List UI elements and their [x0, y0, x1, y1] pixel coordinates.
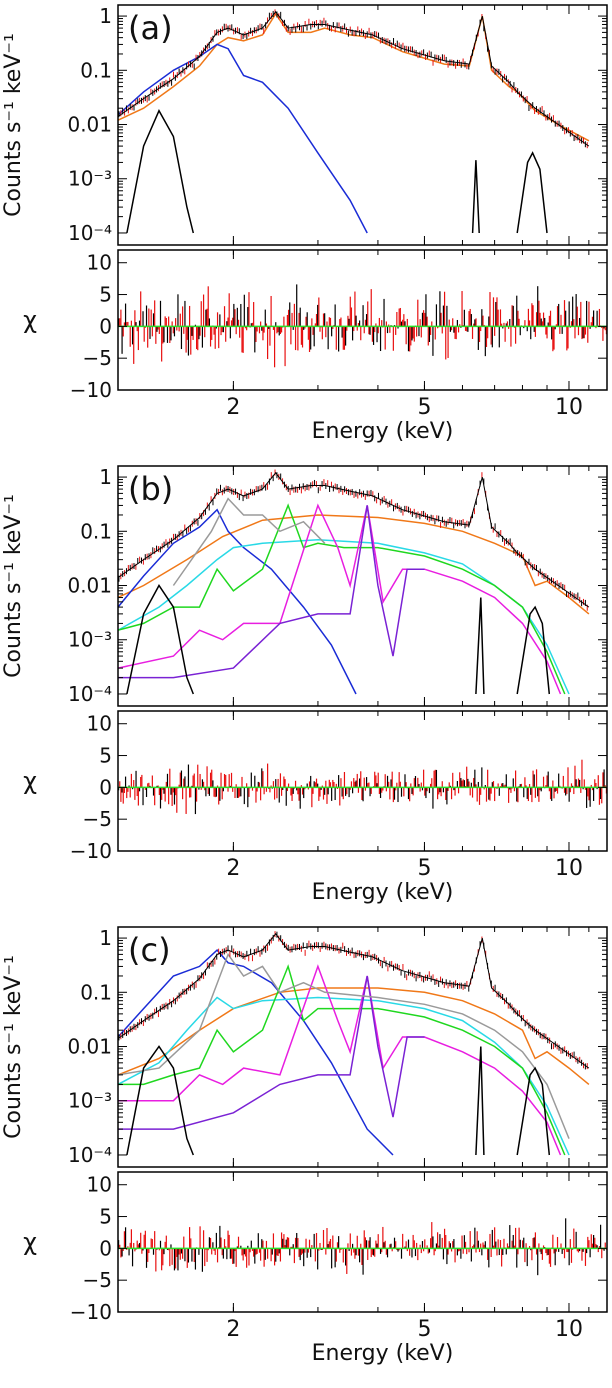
residual-frame: [117, 1171, 608, 1313]
y-axis-label: Counts s⁻¹ keV⁻¹: [1, 33, 26, 217]
y-tick-label: 10⁻⁴: [68, 682, 112, 706]
chi-tick-label: 10: [87, 251, 112, 275]
model-curve: [118, 949, 394, 1156]
y-tick-label: 10⁻³: [68, 628, 112, 652]
spectrum-frame: [117, 4, 608, 246]
chi-tick-label: −5: [83, 346, 112, 370]
y-tick-label: 1: [99, 926, 112, 950]
data-points: [118, 469, 590, 611]
x-axis-label: Energy (keV): [312, 880, 454, 905]
panel-label: (b): [128, 470, 173, 508]
model-curve: [118, 964, 562, 1156]
x-tick-label: 2: [226, 856, 240, 881]
model-curve: [118, 12, 590, 142]
x-axis-label: Energy (keV): [312, 419, 454, 444]
x-tick-label: 10: [555, 395, 583, 420]
y-tick-label: 0.01: [67, 574, 112, 598]
chi-tick-label: −5: [83, 807, 112, 831]
panel-label: (a): [128, 9, 173, 47]
y-tick-label: 0.1: [80, 519, 112, 543]
x-tick-label: 2: [226, 395, 240, 420]
model-curve: [126, 1045, 194, 1156]
model-curve: [118, 952, 570, 1139]
total-model-line: [118, 932, 590, 1069]
panel-a: 2 5 10 Energy (keV) 1 0.1 0.01 10⁻³ 10⁻⁴ 10 5 0 −5 −1…: [1, 4, 608, 444]
y-axis-label: Counts s⁻¹ keV⁻¹: [1, 494, 26, 678]
x-tick-label: 5: [417, 1317, 431, 1342]
model-curve: [118, 503, 562, 695]
chi-tick-label: −10: [70, 378, 112, 402]
data-points: [118, 9, 590, 149]
model-components: [118, 497, 590, 695]
y-tick-label: 0.1: [80, 980, 112, 1004]
model-components: [118, 12, 590, 234]
model-curve: [516, 151, 548, 234]
y-tick-label: 0.01: [67, 113, 112, 137]
spectrum-frame: [117, 926, 608, 1168]
residuals: [118, 284, 607, 368]
x-tick-label: 10: [555, 1317, 583, 1342]
model-curve: [516, 1066, 551, 1156]
panel-c: 2 5 10 Energy (keV) 1 0.1 0.01 10⁻³ 10⁻⁴ 10 5 0 −5 −1…: [1, 926, 608, 1366]
model-curve: [516, 605, 551, 695]
x-tick-label: 5: [417, 395, 431, 420]
chi-tick-label: 5: [99, 283, 112, 307]
chi-tick-label: 10: [87, 1173, 112, 1197]
model-curve: [118, 43, 368, 234]
y-tick-label: 10⁻³: [68, 1089, 112, 1113]
chi-axis-label: χ: [23, 306, 37, 334]
model-curve: [475, 597, 485, 695]
model-curve: [118, 508, 357, 695]
x-axis-label: Energy (keV): [312, 1341, 454, 1366]
chi-tick-label: 0: [99, 1236, 112, 1260]
chi-tick-label: −10: [70, 1300, 112, 1324]
model-curve: [118, 964, 566, 1156]
y-axis-label: Counts s⁻¹ keV⁻¹: [1, 955, 26, 1139]
y-tick-label: 1: [99, 465, 112, 489]
total-model-line: [118, 10, 590, 147]
model-curve: [475, 1046, 485, 1156]
chi-tick-label: 5: [99, 744, 112, 768]
chi-axis-label: χ: [23, 1228, 37, 1256]
residuals: [118, 759, 607, 815]
model-curve: [471, 160, 480, 234]
model-components: [118, 949, 590, 1156]
chi-tick-label: 0: [99, 314, 112, 338]
data-points: [118, 931, 590, 1070]
y-tick-label: 1: [99, 4, 112, 28]
residual-frame: [117, 710, 608, 852]
model-curve: [126, 584, 194, 695]
chi-tick-label: −5: [83, 1268, 112, 1292]
model-curve: [126, 109, 195, 234]
y-tick-label: 0.01: [67, 1035, 112, 1059]
x-tick-label: 10: [555, 856, 583, 881]
panel-b: 2 5 10 Energy (keV) 1 0.1 0.01 10⁻³ 10⁻⁴ 10 5 0 −5 −1…: [1, 465, 608, 905]
model-curve: [118, 514, 590, 615]
model-curve: [118, 505, 425, 679]
y-tick-label: 10⁻³: [68, 167, 112, 191]
model-curve: [172, 497, 326, 586]
y-tick-label: 0.1: [80, 58, 112, 82]
chi-tick-label: 5: [99, 1205, 112, 1229]
spectrum-frame: [117, 465, 608, 707]
panel-label: (c): [128, 931, 171, 969]
chi-tick-label: −10: [70, 839, 112, 863]
y-tick-label: 10⁻⁴: [68, 221, 112, 245]
chi-tick-label: 0: [99, 775, 112, 799]
residuals: [118, 1218, 607, 1276]
chi-tick-label: 10: [87, 712, 112, 736]
x-tick-label: 2: [226, 1317, 240, 1342]
total-model-line: [118, 471, 590, 608]
residual-frame: [117, 249, 608, 391]
y-tick-label: 10⁻⁴: [68, 1143, 112, 1167]
chi-axis-label: χ: [23, 767, 37, 795]
model-curve: [118, 975, 425, 1130]
model-curve: [118, 987, 590, 1085]
model-curve: [118, 503, 566, 695]
x-tick-label: 5: [417, 856, 431, 881]
